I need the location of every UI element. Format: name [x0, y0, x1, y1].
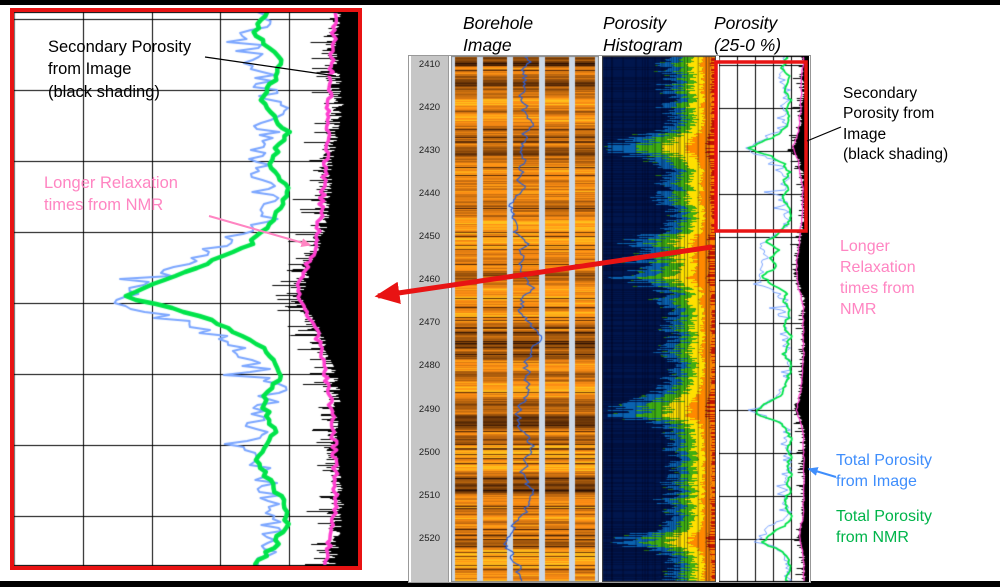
secondary-pointer-line	[806, 126, 842, 142]
depth-label: 2420	[418, 101, 441, 113]
depth-label: 2480	[418, 360, 441, 372]
depth-label: 2520	[418, 532, 441, 544]
depth-label: 2500	[418, 446, 441, 458]
track-title-porosity-scale: Porosity (25-0 %)	[714, 13, 782, 55]
borehole-image-track	[451, 56, 599, 582]
longer-relaxation-label: Longer Relaxation times from NMR	[840, 238, 916, 319]
depth-label: 2440	[418, 187, 441, 199]
depth-track: 2410 2420 2430 2440 2450 2460 2470 2480 2490 2500…	[411, 56, 449, 582]
total-image-arrow	[807, 467, 837, 478]
inset-longer-relaxation-label: Longer Relaxation times from NMR	[44, 174, 178, 215]
depth-label: 2510	[418, 489, 441, 501]
depth-label: 2490	[418, 403, 441, 415]
total-porosity-nmr-label: Total Porosity from NMR	[836, 508, 933, 547]
zoom-inset-panel: Secondary Porosity from Image (black sha…	[10, 8, 362, 570]
total-porosity-image-label: Total Porosity from Image	[836, 452, 933, 491]
depth-label: 2430	[418, 144, 441, 156]
porosity-curves-track	[719, 56, 809, 582]
depth-label: 2450	[418, 231, 441, 243]
track-title-borehole-image: Borehole Image	[463, 13, 534, 55]
track-title-porosity-histogram: Porosity Histogram	[603, 13, 683, 55]
inset-porosity-plot	[14, 12, 358, 566]
top-border-bar	[0, 0, 1000, 5]
bottom-border-bar	[0, 581, 1000, 587]
porosity-histogram-track	[602, 56, 716, 582]
depth-label: 2460	[418, 274, 441, 286]
depth-label: 2410	[418, 58, 441, 70]
inset-secondary-porosity-label: Secondary Porosity from Image (black sha…	[48, 38, 192, 101]
depth-label: 2470	[418, 317, 441, 329]
log-panel: 2410 2420 2430 2440 2450 2460 2470 2480 2490 2500…	[408, 55, 811, 583]
secondary-porosity-label: Secondary Porosity from Image (black sha…	[843, 85, 949, 164]
